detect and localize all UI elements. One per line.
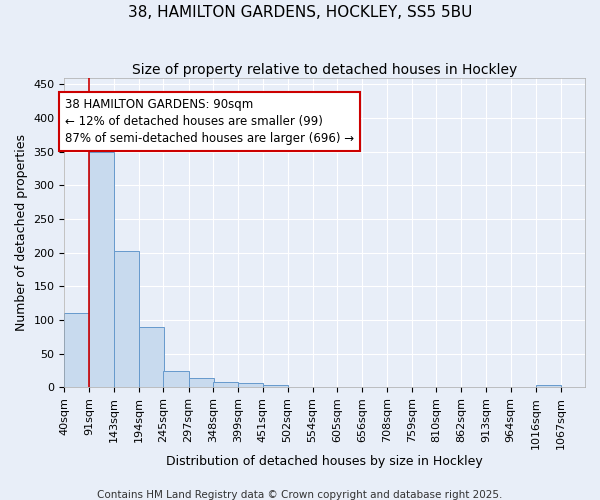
Title: Size of property relative to detached houses in Hockley: Size of property relative to detached ho… <box>132 62 517 76</box>
Bar <box>263 386 288 388</box>
Bar <box>188 378 214 388</box>
Text: Contains HM Land Registry data © Crown copyright and database right 2025.: Contains HM Land Registry data © Crown c… <box>97 490 503 500</box>
Y-axis label: Number of detached properties: Number of detached properties <box>15 134 28 331</box>
Bar <box>536 386 561 388</box>
Text: 38, HAMILTON GARDENS, HOCKLEY, SS5 5BU: 38, HAMILTON GARDENS, HOCKLEY, SS5 5BU <box>128 5 472 20</box>
Bar <box>238 382 263 388</box>
Bar <box>64 314 89 388</box>
Bar <box>139 327 164 388</box>
Bar <box>213 382 238 388</box>
Bar <box>163 371 188 388</box>
Text: 38 HAMILTON GARDENS: 90sqm
← 12% of detached houses are smaller (99)
87% of semi: 38 HAMILTON GARDENS: 90sqm ← 12% of deta… <box>65 98 354 145</box>
X-axis label: Distribution of detached houses by size in Hockley: Distribution of detached houses by size … <box>166 454 483 468</box>
Bar <box>89 152 114 388</box>
Bar <box>114 250 139 388</box>
